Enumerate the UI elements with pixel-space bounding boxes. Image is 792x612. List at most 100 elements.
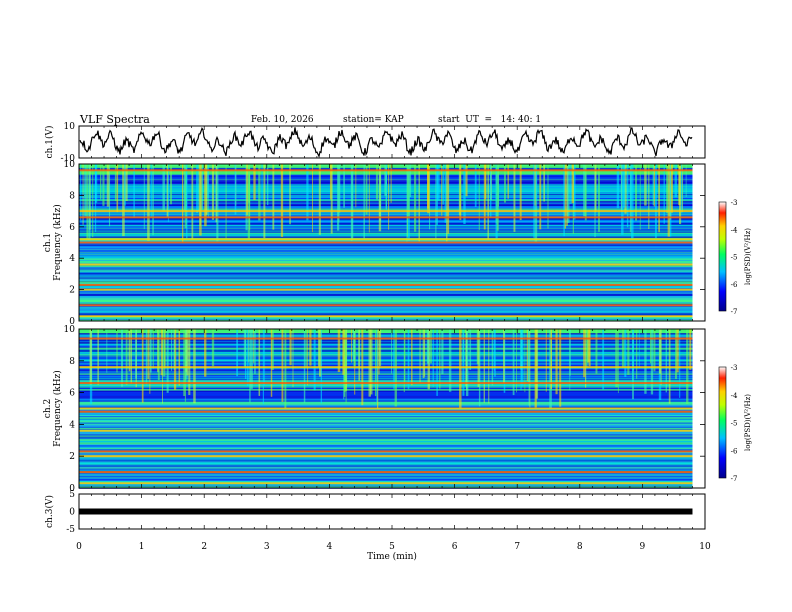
ch1-fine-line: [79, 257, 693, 259]
ch2-fine-line: [79, 462, 693, 464]
ch2-spheric: [483, 329, 485, 403]
ch1-spheric: [350, 164, 353, 242]
ch1-spheric: [124, 164, 126, 206]
ch1-spheric: [534, 164, 538, 242]
ch1-spheric: [337, 164, 340, 231]
ch2-spheric: [183, 329, 186, 397]
ch2-spheric: [128, 329, 131, 372]
ch1-spheric: [658, 164, 660, 233]
ch1-spheric: [201, 164, 204, 210]
ch2-spheric: [615, 329, 618, 388]
ch2-fine-line: [79, 391, 693, 392]
x-tick-label: 10: [699, 542, 711, 552]
ch2-spheric: [491, 329, 494, 386]
ch1-line-0: [79, 315, 693, 318]
ch2-band-2: [79, 462, 693, 473]
ch1-fine-line: [79, 299, 693, 302]
ch2-fine-line: [79, 419, 693, 421]
ch2-line-6: [79, 407, 693, 410]
ch1-spheric: [436, 164, 438, 226]
ch1-spheric: [125, 164, 128, 202]
ch2-colorbar-tick: -7: [731, 475, 738, 483]
ch1-spheric: [186, 164, 188, 241]
ch2-fine-line: [79, 376, 693, 378]
ch1-spheric: [152, 164, 154, 236]
wave0-ytick-label: -10: [61, 154, 76, 164]
ch1-spheric: [566, 164, 568, 226]
ch1-spheric: [343, 164, 345, 208]
ch1-fine-line: [79, 307, 693, 310]
ch1-line-5: [79, 241, 693, 244]
ch1-spheric: [564, 164, 567, 229]
ch1-spheric: [246, 164, 248, 216]
ch2-spheric: [424, 329, 426, 377]
ch2-spheric: [313, 329, 316, 391]
ch1-colorbar: [718, 201, 727, 312]
ch2-fine-line: [79, 389, 693, 391]
ch1-spheric: [253, 164, 256, 200]
ch2-spheric: [204, 329, 207, 377]
ch2-spheric: [459, 329, 462, 408]
ch1-spheric: [635, 164, 638, 221]
ch1-spheric: [108, 164, 111, 227]
ch1-spheric: [444, 164, 447, 223]
ch2-fine-line: [79, 428, 693, 431]
ch2-spheric: [376, 329, 378, 403]
ch1-spheric: [407, 164, 410, 216]
ch1-spheric: [385, 164, 388, 211]
ch2-spheric: [545, 329, 547, 392]
ch2-fine-line: [79, 372, 693, 374]
ch1-spheric: [199, 164, 202, 236]
header-station: station= KAP: [343, 115, 404, 125]
ch2-spheric: [379, 329, 382, 367]
ch2-spheric: [289, 329, 292, 366]
ch1-spheric: [670, 164, 673, 213]
ch1-fine-line: [79, 258, 693, 261]
ch2-line-3: [79, 450, 693, 453]
ch2-line-7: [79, 382, 693, 385]
ch2-spheric: [246, 329, 249, 387]
ch1-spheric: [207, 164, 209, 198]
ch2-spheric: [689, 329, 692, 370]
ch1-colorbar-tick: -5: [731, 254, 738, 262]
ch1-spheric: [567, 164, 570, 224]
ch1-band-1: [79, 305, 693, 315]
ch2-spheric: [116, 329, 118, 373]
ch1-spheric: [211, 164, 215, 220]
ch1-spheric: [573, 164, 576, 220]
ch2-spheric: [271, 329, 274, 371]
ch1-fine-line: [79, 249, 693, 252]
ch2-spheric: [621, 329, 625, 368]
ch1-fine-line: [79, 317, 693, 319]
ch1-fine-line: [79, 239, 693, 242]
ch2-line-9: [79, 337, 693, 340]
ch2-spheric: [171, 329, 173, 371]
ch2-spheric: [494, 329, 496, 377]
ch2-colorbar-label: log(PSD)(V²/Hz): [744, 394, 752, 451]
ch1-spheric: [441, 164, 443, 216]
ch2-fine-line: [79, 364, 693, 366]
ch2-line-0: [79, 482, 693, 485]
ch1-spheric: [184, 164, 187, 229]
ch1-spheric: [378, 164, 382, 232]
ch2-spheric: [141, 329, 144, 403]
x-tick-label: 7: [514, 542, 520, 552]
ch2-colorbar: [718, 366, 727, 479]
ch2-spheric: [319, 329, 322, 377]
ch2-spheric: [436, 329, 438, 396]
ch1-ylabel-frequency: Frequency (kHz): [52, 204, 63, 281]
ch1-spheric: [621, 164, 624, 235]
ch1-fine-line: [79, 224, 693, 226]
wave3-ytick-label: -5: [66, 525, 75, 535]
ch1-colorbar-tick: -6: [731, 281, 738, 289]
ch2-colorbar-tick: -5: [731, 420, 738, 428]
ch2-fine-line: [79, 469, 693, 471]
ch2-spheric: [249, 329, 251, 403]
ch1-ytick-label: 2: [69, 286, 75, 296]
ch1-spheric: [427, 164, 430, 214]
ch1-spheric: [533, 164, 535, 238]
ch2-fine-line: [79, 478, 693, 481]
ch2-ylabel-channel: ch.2: [43, 399, 53, 418]
ch1-line-1: [79, 304, 693, 307]
